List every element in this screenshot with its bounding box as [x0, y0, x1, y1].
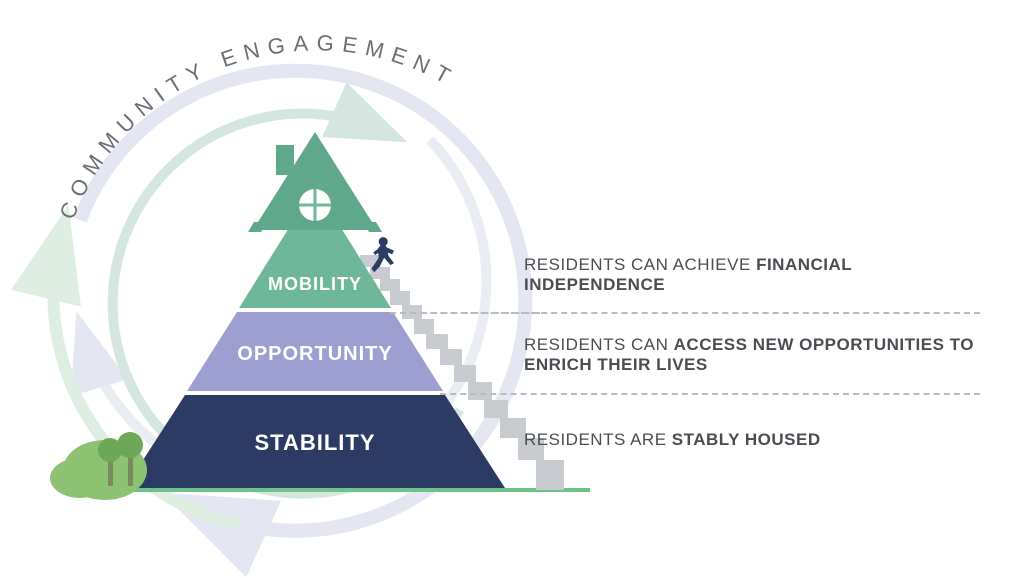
pyramid: STABILITY OPPORTUNITY MOBILITY — [50, 90, 610, 570]
chimney — [276, 145, 294, 175]
dashed-connector-mobility — [390, 312, 980, 314]
stability-label: STABILITY — [254, 430, 375, 455]
description-opportunity: RESIDENTS CAN ACCESS NEW OPPORTUNITIES T… — [524, 335, 984, 375]
opportunity-label: OPPORTUNITY — [237, 343, 392, 365]
description-mobility: RESIDENTS CAN ACHIEVE FINANCIAL INDEPEND… — [524, 255, 984, 295]
mobility-label: MOBILITY — [268, 274, 362, 294]
desc-mobility-prefix: RESIDENTS CAN ACHIEVE — [524, 255, 756, 274]
bushes — [50, 432, 147, 500]
description-stability: RESIDENTS ARE STABLY HOUSED — [524, 430, 984, 450]
dashed-connector-mid — [440, 393, 980, 395]
house-window-icon — [299, 189, 331, 221]
desc-stability-prefix: RESIDENTS ARE — [524, 430, 672, 449]
infographic-canvas: COMMUNITY ENGAGEMENT STABILITY — [0, 0, 1024, 578]
desc-opportunity-prefix: RESIDENTS CAN — [524, 335, 674, 354]
person-icon — [372, 237, 395, 272]
desc-stability-bold: STABLY HOUSED — [672, 430, 821, 449]
